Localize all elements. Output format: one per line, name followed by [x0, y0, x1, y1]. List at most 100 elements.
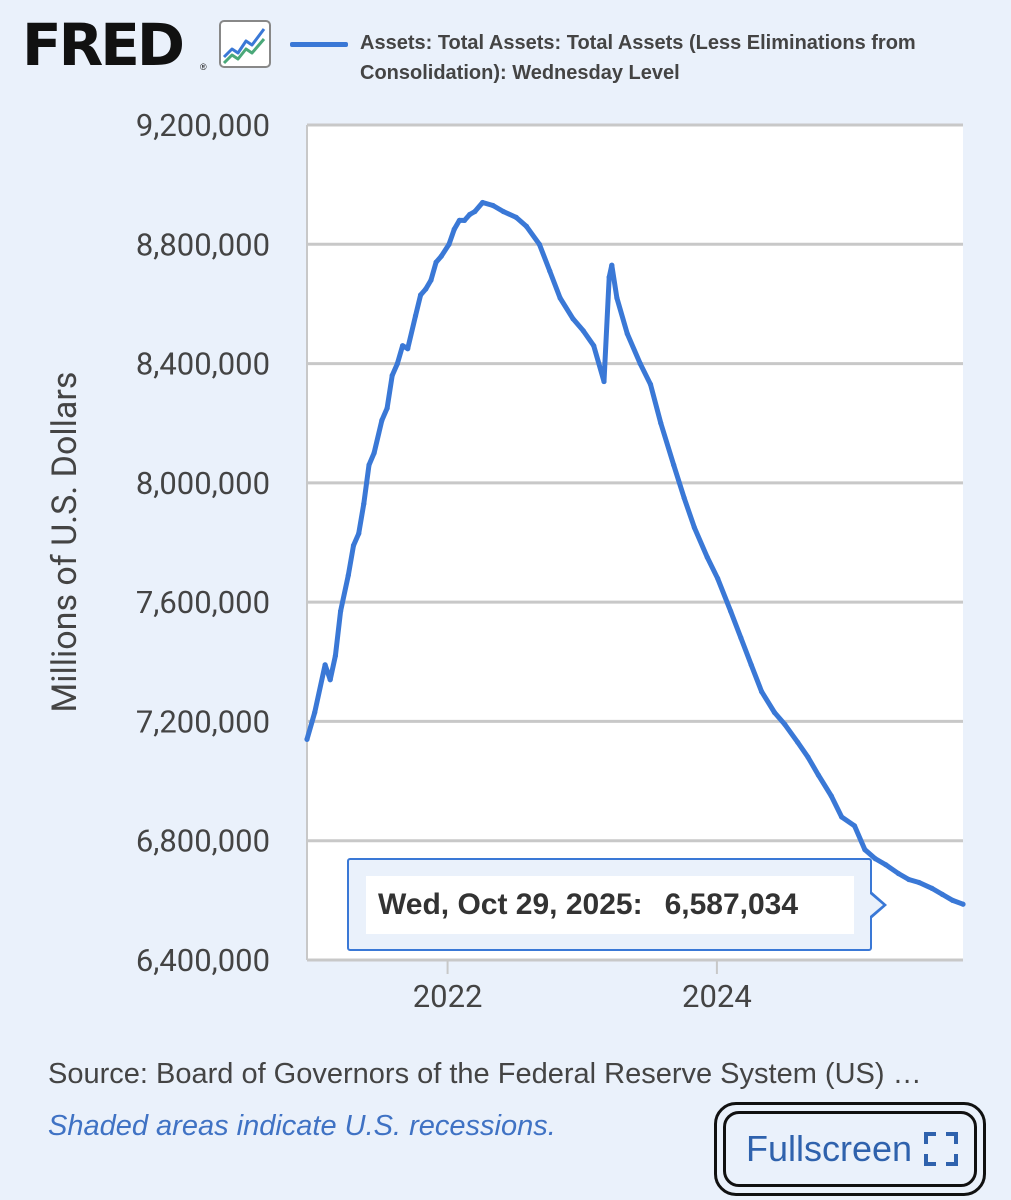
data-point[interactable] [851, 823, 858, 829]
data-point[interactable] [332, 653, 338, 659]
data-point[interactable] [513, 214, 519, 220]
legend-label[interactable]: Assets: Total Assets: Total Assets (Less… [360, 32, 916, 84]
data-point[interactable] [312, 709, 318, 716]
fullscreen-label: Fullscreen [746, 1128, 913, 1169]
legend-swatch [290, 42, 348, 47]
y-tick-label: 7,600,000 [136, 584, 270, 621]
data-point[interactable] [647, 381, 654, 387]
data-point[interactable] [547, 268, 553, 274]
data-point[interactable] [433, 259, 439, 265]
data-point[interactable] [828, 793, 834, 799]
data-tooltip: Wed, Oct 29, 2025: 6,587,034 [347, 858, 872, 951]
line-chart: Millions of U.S. Dollars 6,400,000 6,800,… [45, 107, 966, 1015]
data-point[interactable] [691, 525, 698, 531]
data-point[interactable] [304, 736, 310, 742]
data-point[interactable] [950, 897, 956, 904]
data-point[interactable] [570, 316, 576, 322]
data-point[interactable] [345, 572, 351, 578]
data-point[interactable] [418, 292, 424, 298]
data-point[interactable] [839, 814, 845, 820]
data-point[interactable] [614, 295, 620, 301]
tooltip-content: Wed, Oct 29, 2025: 6,587,034 [366, 876, 854, 934]
data-point[interactable] [322, 662, 328, 668]
data-point[interactable] [456, 217, 462, 223]
data-point[interactable] [609, 262, 615, 268]
data-point[interactable] [423, 286, 429, 292]
y-axis-title: Millions of U.S. Dollars [45, 372, 85, 713]
data-point[interactable] [728, 608, 734, 614]
x-axis-ticks: 2022 2024 [413, 960, 752, 1015]
data-point[interactable] [350, 542, 357, 549]
y-tick-label: 6,800,000 [136, 823, 270, 860]
y-tick-label: 8,800,000 [136, 226, 270, 263]
expand-icon [924, 1132, 959, 1166]
data-point[interactable] [601, 378, 607, 385]
data-point[interactable] [480, 199, 486, 206]
data-point[interactable] [591, 343, 597, 349]
data-point[interactable] [405, 346, 411, 352]
data-point[interactable] [929, 885, 935, 892]
data-point[interactable] [451, 226, 457, 232]
data-point[interactable] [671, 462, 677, 468]
data-point[interactable] [394, 361, 400, 367]
data-point[interactable] [467, 211, 473, 218]
data-point[interactable] [715, 575, 721, 581]
fullscreen-button-inner[interactable]: Fullscreen [723, 1111, 977, 1187]
data-point[interactable] [557, 295, 563, 301]
registered-mark: ® [200, 62, 207, 72]
data-point[interactable] [446, 241, 452, 247]
data-point[interactable] [704, 554, 710, 561]
data-point[interactable] [906, 876, 912, 883]
x-tick-label: 2022 [413, 978, 483, 1015]
data-point[interactable] [916, 879, 922, 886]
data-point[interactable] [356, 531, 362, 537]
data-point[interactable] [637, 361, 643, 367]
data-point[interactable] [400, 343, 406, 349]
tooltip-value: 6,587,034 [664, 888, 799, 921]
data-point[interactable] [379, 417, 385, 423]
data-point[interactable] [748, 662, 754, 668]
data-point[interactable] [805, 754, 811, 760]
data-point[interactable] [738, 635, 744, 641]
data-point[interactable] [681, 495, 687, 501]
data-point[interactable] [338, 608, 344, 614]
data-point[interactable] [461, 217, 468, 223]
data-point[interactable] [361, 501, 367, 507]
source-note[interactable]: Source: Board of Governors of the Federa… [48, 1058, 922, 1090]
data-point[interactable] [327, 677, 333, 683]
data-point[interactable] [428, 277, 434, 283]
series-line[interactable] [304, 200, 966, 907]
data-point[interactable] [472, 208, 478, 215]
data-point[interactable] [536, 241, 543, 247]
data-point[interactable] [658, 420, 664, 426]
data-point[interactable] [872, 856, 878, 862]
data-point[interactable] [624, 331, 630, 337]
data-point[interactable] [523, 223, 530, 229]
data-point[interactable] [366, 462, 372, 468]
data-point[interactable] [815, 772, 822, 778]
data-point[interactable] [371, 450, 377, 456]
plot-area[interactable] [304, 123, 966, 962]
fred-logo[interactable]: FRED [22, 11, 185, 79]
data-point[interactable] [490, 202, 496, 209]
data-point[interactable] [795, 739, 801, 745]
data-point[interactable] [882, 862, 889, 868]
data-point[interactable] [606, 274, 612, 280]
data-point[interactable] [384, 405, 390, 411]
data-point[interactable] [389, 372, 395, 379]
data-point[interactable] [960, 901, 966, 907]
y-tick-label: 8,000,000 [136, 465, 270, 502]
data-point[interactable] [939, 891, 945, 898]
y-tick-label: 9,200,000 [136, 107, 270, 144]
data-point[interactable] [771, 709, 778, 716]
data-point[interactable] [759, 689, 765, 695]
data-point[interactable] [862, 847, 868, 853]
data-point[interactable] [412, 313, 419, 319]
fullscreen-button[interactable]: Fullscreen [714, 1102, 986, 1196]
tooltip-date: Wed, Oct 29, 2025: [378, 888, 643, 921]
data-point[interactable] [580, 328, 586, 334]
data-point[interactable] [500, 208, 506, 215]
data-point[interactable] [438, 253, 444, 259]
data-point[interactable] [895, 870, 902, 877]
data-point[interactable] [782, 721, 788, 728]
